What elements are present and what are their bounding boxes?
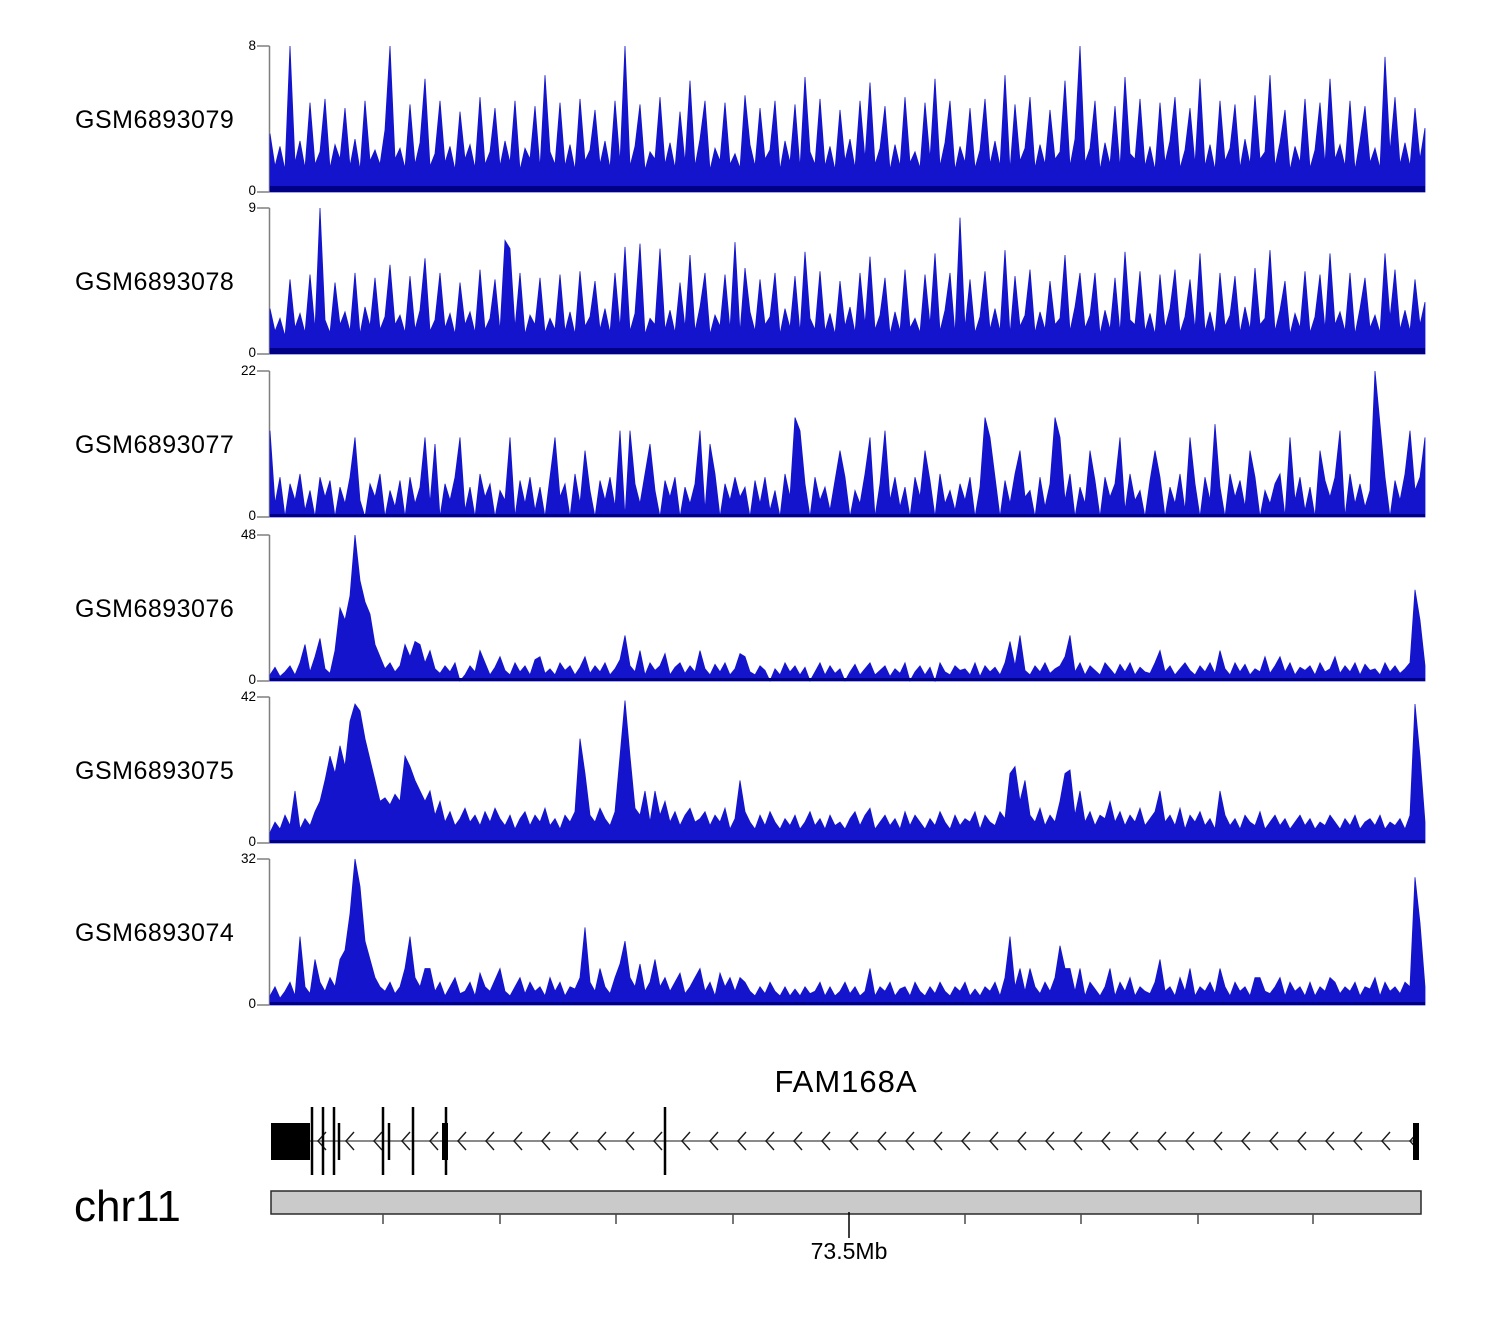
y-axis-max-label: 22 <box>240 363 256 378</box>
gene-name-label: FAM168A <box>774 1064 918 1099</box>
y-axis-max-label: 8 <box>248 38 256 53</box>
y-axis-max-label: 42 <box>240 689 256 704</box>
track-label: GSM6893076 <box>75 595 235 623</box>
y-axis-zero-label: 0 <box>248 508 256 523</box>
y-axis-zero-label: 0 <box>248 345 256 360</box>
chromosome-label: chr11 <box>74 1182 181 1231</box>
y-axis-zero-label: 0 <box>248 183 256 198</box>
y-axis-max-label: 9 <box>248 200 256 215</box>
track-label: GSM6893079 <box>75 106 235 134</box>
track-label: GSM6893074 <box>75 919 235 947</box>
track-label: GSM6893078 <box>75 268 235 296</box>
y-axis-zero-label: 0 <box>248 996 256 1011</box>
ruler-position-label: 73.5Mb <box>810 1238 888 1264</box>
track-label: GSM6893075 <box>75 757 235 785</box>
track-label: GSM6893077 <box>75 431 235 459</box>
y-axis-zero-label: 0 <box>248 834 256 849</box>
y-axis-zero-label: 0 <box>248 672 256 687</box>
y-axis-max-label: 48 <box>240 527 256 542</box>
y-axis-max-label: 32 <box>240 851 256 866</box>
